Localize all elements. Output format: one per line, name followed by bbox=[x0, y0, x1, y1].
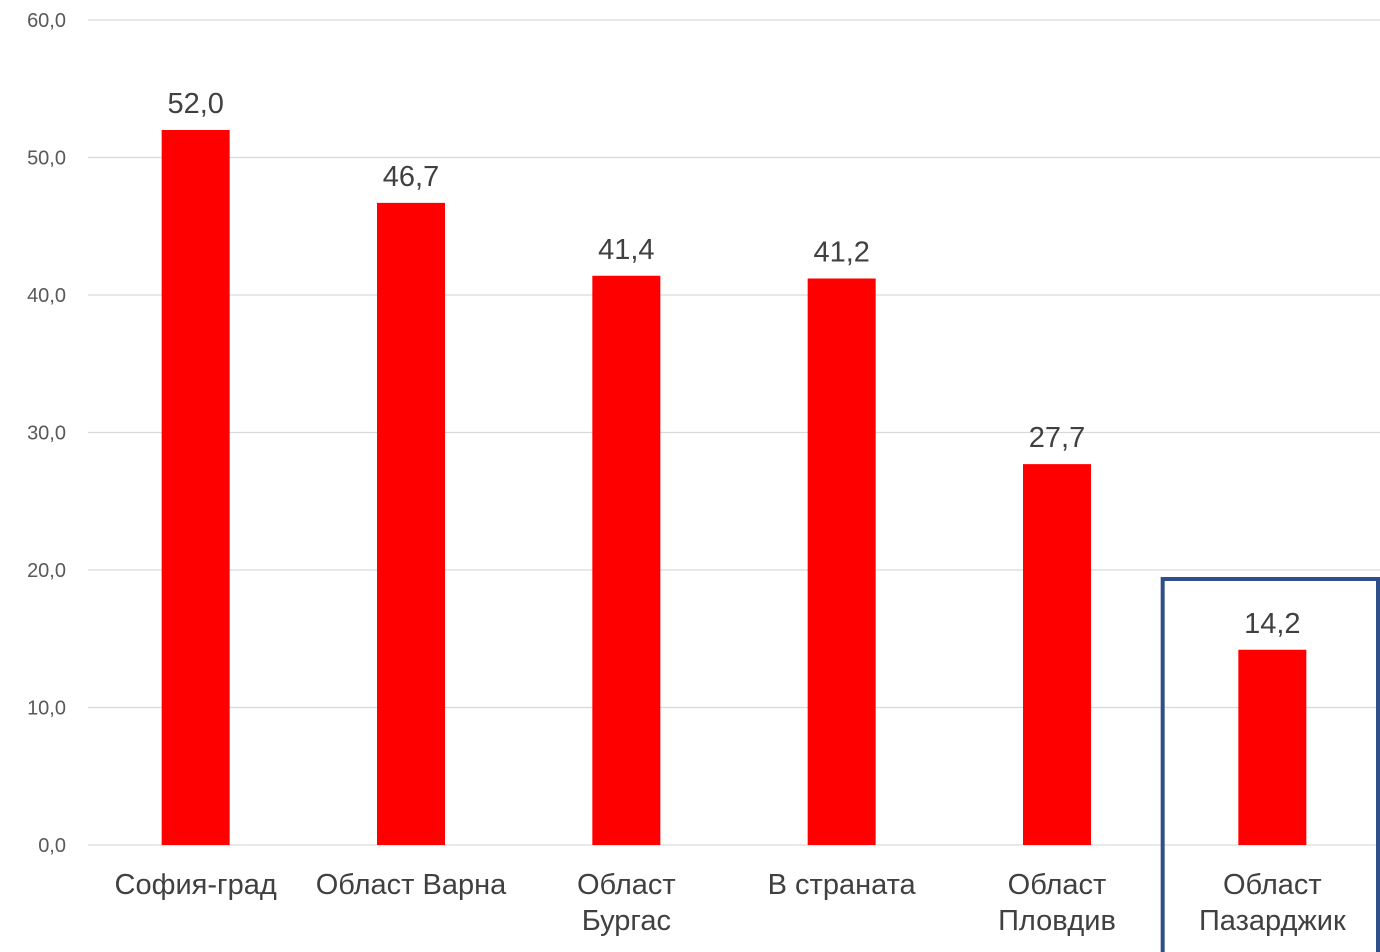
y-tick-label: 20,0 bbox=[27, 560, 66, 582]
y-tick-label: 50,0 bbox=[27, 148, 66, 170]
value-label: 27,7 bbox=[1029, 422, 1085, 454]
category-label: Област bbox=[1223, 869, 1322, 901]
x-axis-category-labels: София-град Област Варна Област Бургас В стра… bbox=[115, 869, 1346, 937]
value-label: 52,0 bbox=[167, 88, 223, 120]
bars bbox=[161, 130, 1307, 845]
value-label: 41,4 bbox=[598, 234, 654, 266]
value-label: 41,2 bbox=[813, 237, 869, 269]
highlight-frame-rect bbox=[1160, 577, 1380, 952]
category-label: София-град bbox=[115, 869, 277, 901]
value-label: 46,7 bbox=[383, 161, 439, 193]
category-label: Област bbox=[577, 869, 676, 901]
category-label: Пловдив bbox=[998, 905, 1116, 937]
bar bbox=[592, 275, 661, 845]
y-tick-label: 0,0 bbox=[38, 835, 66, 857]
category-label: Област Варна bbox=[316, 869, 507, 901]
y-tick-label: 60,0 bbox=[27, 10, 66, 32]
y-tick-label: 30,0 bbox=[27, 423, 66, 445]
bar bbox=[1238, 649, 1307, 845]
gridlines bbox=[88, 19, 1380, 846]
bar bbox=[807, 278, 876, 845]
bar bbox=[161, 130, 230, 845]
category-label: В страната bbox=[768, 869, 917, 901]
bar bbox=[377, 202, 445, 845]
category-label: Пазарджик bbox=[1199, 905, 1346, 937]
value-label: 14,2 bbox=[1244, 608, 1300, 640]
value-labels: 52,0 46,7 41,4 41,2 27,7 14,2 bbox=[167, 88, 1300, 640]
bar bbox=[1023, 464, 1091, 845]
y-tick-label: 10,0 bbox=[27, 698, 66, 720]
highlight-frame bbox=[1160, 577, 1380, 952]
y-tick-label: 40,0 bbox=[27, 285, 66, 307]
category-label: Бургас bbox=[582, 905, 671, 937]
category-label: Област bbox=[1008, 869, 1107, 901]
y-axis-tick-labels: 0,0 10,0 20,0 30,0 40,0 50,0 60,0 bbox=[27, 10, 66, 857]
